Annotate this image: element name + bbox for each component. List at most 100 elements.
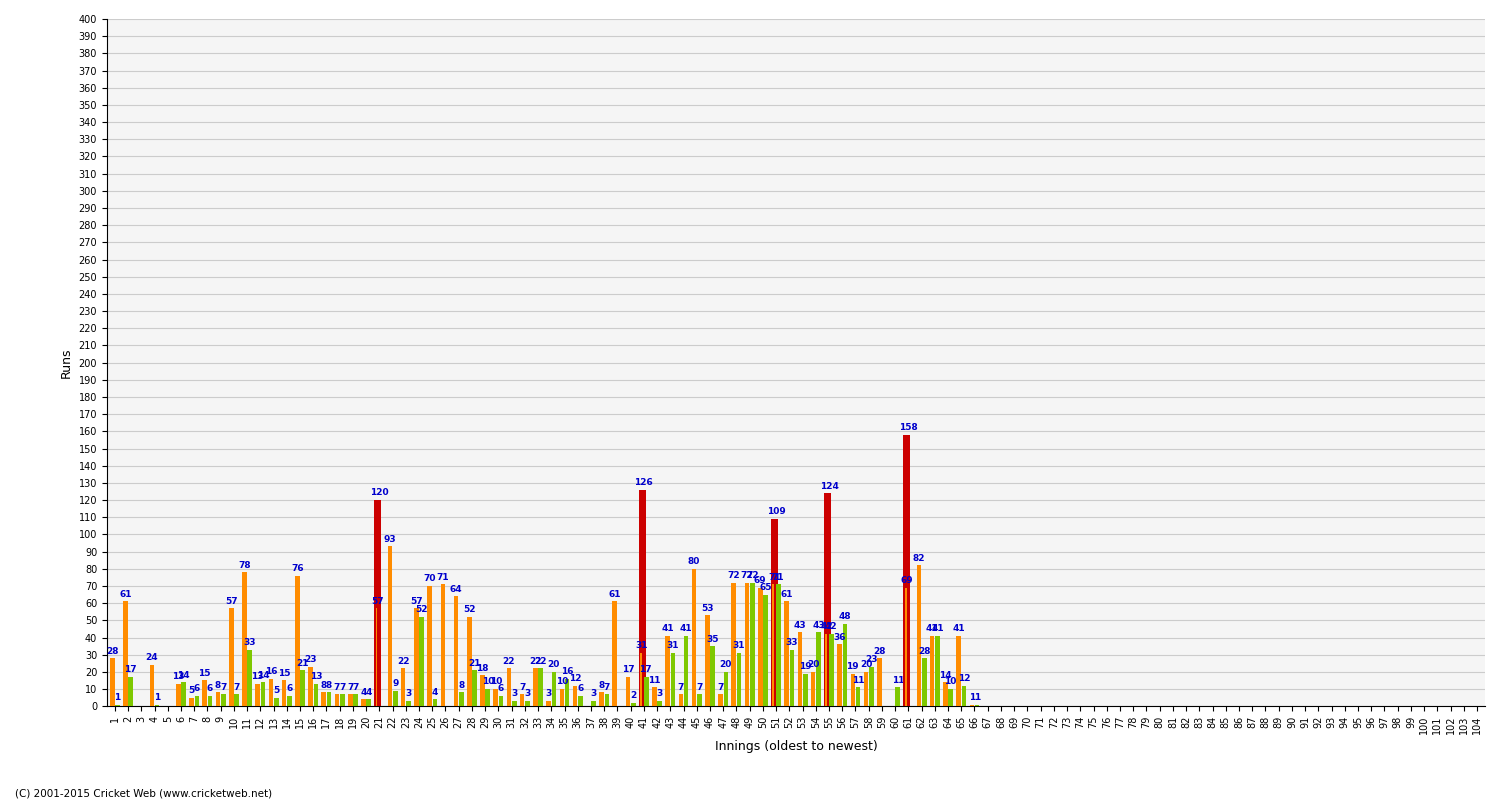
Text: 16: 16 — [561, 667, 573, 676]
Bar — [230, 608, 234, 706]
Text: 7: 7 — [234, 682, 240, 692]
Text: 11: 11 — [852, 676, 864, 685]
Bar — [286, 696, 291, 706]
Bar — [816, 632, 821, 706]
Bar — [744, 582, 750, 706]
Bar — [903, 434, 908, 706]
Text: 31: 31 — [734, 642, 746, 650]
Text: 20: 20 — [548, 660, 560, 670]
Text: 7: 7 — [352, 682, 358, 692]
Text: 72: 72 — [728, 571, 740, 580]
Text: 41: 41 — [932, 624, 944, 634]
Text: 93: 93 — [384, 535, 396, 544]
Bar — [830, 634, 833, 706]
Bar — [400, 669, 405, 706]
Bar — [789, 650, 795, 706]
Bar — [916, 566, 921, 706]
Bar — [552, 672, 556, 706]
Text: 28: 28 — [106, 646, 118, 655]
Text: 8: 8 — [321, 681, 327, 690]
Text: 3: 3 — [591, 690, 597, 698]
Bar — [268, 678, 273, 706]
Text: 43: 43 — [794, 621, 806, 630]
Bar — [480, 675, 484, 706]
Text: 19: 19 — [800, 662, 812, 671]
Bar — [930, 636, 934, 706]
Text: 1: 1 — [154, 693, 160, 702]
Bar — [352, 694, 358, 706]
Text: 11: 11 — [891, 676, 904, 685]
Text: 9: 9 — [392, 679, 399, 688]
Text: 10: 10 — [489, 678, 502, 686]
Text: 7: 7 — [346, 682, 354, 692]
Bar — [150, 665, 154, 706]
Bar — [969, 705, 974, 706]
Text: 71: 71 — [436, 573, 448, 582]
Text: 15: 15 — [278, 669, 291, 678]
Text: 65: 65 — [759, 583, 772, 592]
Bar — [830, 634, 834, 706]
Bar — [612, 602, 616, 706]
Text: 14: 14 — [256, 670, 270, 679]
Text: 48: 48 — [839, 612, 850, 621]
Bar — [520, 694, 525, 706]
Text: 22: 22 — [398, 657, 410, 666]
Bar — [154, 705, 159, 706]
Text: 7: 7 — [678, 682, 684, 692]
Bar — [532, 669, 537, 706]
Text: 10: 10 — [555, 678, 568, 686]
Bar — [825, 634, 830, 706]
Bar — [366, 699, 370, 706]
Bar — [387, 546, 392, 706]
Bar — [116, 705, 120, 706]
Text: 35: 35 — [706, 634, 718, 643]
Text: 4: 4 — [432, 688, 438, 697]
Bar — [644, 677, 648, 706]
Text: 12: 12 — [957, 674, 970, 683]
Text: 72: 72 — [741, 571, 753, 580]
Bar — [466, 617, 471, 706]
Bar — [975, 705, 980, 706]
Bar — [922, 658, 927, 706]
Text: 78: 78 — [238, 561, 250, 570]
Bar — [393, 690, 398, 706]
Text: 4: 4 — [366, 688, 372, 697]
Text: 1: 1 — [969, 693, 975, 702]
Bar — [652, 687, 657, 706]
Text: 42: 42 — [825, 622, 837, 631]
Text: 19: 19 — [846, 662, 859, 671]
Text: 10: 10 — [482, 678, 494, 686]
Bar — [507, 669, 512, 706]
Bar — [261, 682, 266, 706]
Text: 7: 7 — [603, 682, 610, 692]
Text: 53: 53 — [700, 603, 714, 613]
Text: 72: 72 — [746, 571, 759, 580]
Bar — [494, 689, 498, 706]
Text: 14: 14 — [177, 670, 190, 679]
Bar — [512, 701, 516, 706]
Text: 20: 20 — [720, 660, 732, 670]
Bar — [129, 677, 134, 706]
Bar — [432, 699, 436, 706]
Text: 64: 64 — [450, 585, 462, 594]
Bar — [182, 682, 186, 706]
Bar — [684, 636, 688, 706]
Bar — [234, 694, 238, 706]
Bar — [414, 608, 419, 706]
Bar — [110, 658, 114, 706]
Text: 13: 13 — [172, 672, 184, 682]
Text: 52: 52 — [416, 606, 428, 614]
Bar — [498, 696, 504, 706]
Text: 41: 41 — [662, 624, 674, 634]
Text: 57: 57 — [372, 597, 384, 606]
Bar — [642, 490, 645, 706]
Text: 70: 70 — [423, 574, 436, 583]
Text: 76: 76 — [291, 564, 303, 573]
Text: 17: 17 — [621, 666, 634, 674]
Bar — [698, 694, 702, 706]
Bar — [573, 686, 578, 706]
Text: 158: 158 — [898, 423, 918, 432]
Bar — [843, 624, 848, 706]
Text: 3: 3 — [546, 690, 552, 698]
Bar — [255, 684, 260, 706]
